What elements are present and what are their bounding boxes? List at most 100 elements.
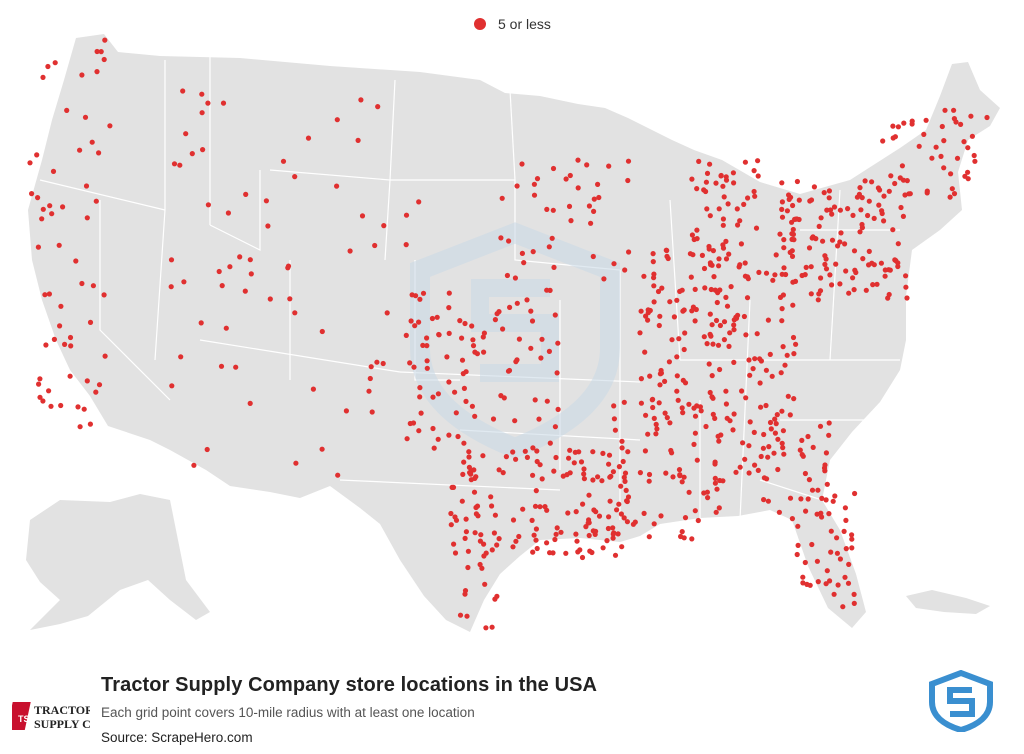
location-dot	[586, 203, 593, 209]
location-dot	[761, 497, 767, 503]
location-dot	[590, 528, 596, 534]
location-dot	[707, 389, 713, 396]
location-dot	[424, 365, 430, 371]
location-dot	[87, 421, 93, 427]
location-dot	[472, 413, 478, 419]
location-dot	[842, 505, 849, 511]
location-dot	[205, 100, 211, 106]
location-dot	[938, 153, 944, 159]
location-dot	[716, 263, 722, 269]
source-credit: Source: ScrapeHero.com	[101, 730, 253, 745]
location-dot	[171, 161, 178, 167]
location-dot	[923, 117, 929, 123]
location-dot	[656, 322, 662, 329]
logo-badge-text: TSC	[18, 714, 37, 724]
location-dot	[888, 173, 894, 179]
location-dot	[75, 404, 81, 410]
location-dot	[530, 472, 536, 478]
location-dot	[779, 199, 786, 205]
location-dot	[794, 178, 801, 185]
location-dot	[470, 337, 476, 343]
location-dot	[618, 511, 625, 517]
location-dot	[842, 574, 848, 580]
location-dot	[779, 318, 785, 324]
location-dot	[895, 241, 901, 247]
location-dot	[430, 425, 436, 432]
location-dot	[334, 183, 340, 189]
location-dot	[805, 496, 811, 502]
location-dot	[771, 450, 777, 456]
location-dot	[877, 187, 883, 193]
location-dot	[744, 295, 751, 301]
location-dot	[787, 495, 794, 501]
location-dot	[727, 330, 733, 336]
location-dot	[488, 494, 494, 500]
location-dot	[808, 291, 814, 297]
location-dot	[709, 322, 715, 328]
location-dot	[446, 379, 452, 385]
location-dot	[451, 541, 457, 547]
location-dot	[180, 88, 186, 94]
location-dot	[83, 183, 90, 189]
location-dot	[434, 314, 440, 320]
location-dot	[27, 160, 33, 166]
location-dot	[642, 448, 649, 454]
location-dot	[475, 513, 481, 519]
location-dot	[531, 532, 537, 538]
alaska-land	[26, 494, 210, 630]
location-dot	[233, 364, 239, 370]
location-dot	[622, 478, 628, 484]
location-dot	[751, 429, 757, 435]
location-dot	[784, 352, 790, 358]
location-dot	[826, 188, 833, 194]
location-dot	[56, 242, 62, 248]
location-dot	[681, 474, 687, 480]
location-dot	[45, 63, 51, 70]
location-dot	[463, 529, 469, 535]
location-dot	[77, 424, 83, 430]
location-dot	[742, 456, 748, 462]
location-dot	[715, 342, 722, 348]
location-dot	[768, 426, 774, 432]
location-dot	[581, 466, 587, 472]
location-dot	[552, 424, 559, 430]
location-dot	[553, 454, 559, 461]
location-dot	[670, 474, 676, 480]
location-dot	[654, 426, 660, 432]
location-dot	[752, 462, 758, 468]
location-dot	[720, 245, 727, 251]
location-dot	[781, 237, 787, 243]
location-dot	[710, 341, 716, 347]
location-dot	[723, 238, 729, 244]
location-dot	[707, 161, 713, 167]
location-dot	[494, 311, 500, 317]
location-dot	[815, 579, 821, 585]
location-dot	[531, 181, 538, 187]
location-dot	[903, 284, 909, 290]
location-dot	[840, 604, 846, 610]
location-dot	[899, 163, 906, 169]
location-dot	[667, 420, 673, 426]
location-dot	[446, 290, 452, 296]
location-dot	[49, 211, 55, 217]
location-dot	[843, 546, 849, 552]
location-dot	[846, 290, 852, 296]
location-dot	[874, 281, 880, 287]
location-dot	[707, 331, 713, 337]
location-dot	[814, 511, 820, 517]
location-dot	[483, 625, 489, 631]
location-dot	[529, 318, 536, 324]
location-dot	[898, 204, 904, 211]
location-dot	[460, 371, 466, 377]
location-dot	[554, 370, 560, 376]
location-dot	[709, 394, 715, 400]
location-dot	[507, 304, 513, 310]
location-dot	[292, 174, 298, 180]
location-dot	[588, 220, 594, 226]
location-dot	[552, 312, 558, 318]
location-dot	[89, 139, 95, 145]
location-dot	[746, 443, 752, 449]
location-dot	[816, 223, 822, 229]
location-dot	[701, 490, 707, 496]
location-dot	[736, 264, 742, 270]
